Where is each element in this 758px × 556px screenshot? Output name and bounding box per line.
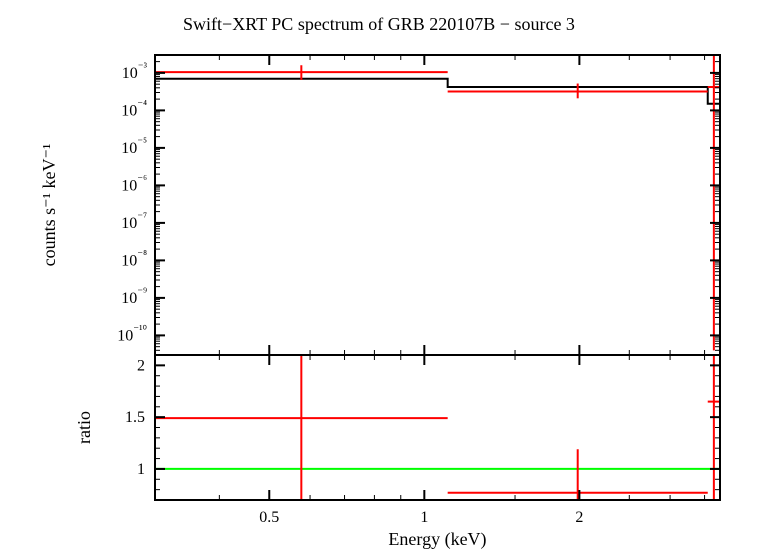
spectrum-chart: Swift−XRT PC spectrum of GRB 220107B − s… xyxy=(0,0,758,556)
ylabel-bottom: ratio xyxy=(74,411,94,444)
ylabel-top: counts s⁻¹ keV⁻¹ xyxy=(39,144,59,267)
chart-title: Swift−XRT PC spectrum of GRB 220107B − s… xyxy=(183,14,575,34)
ytick-bottom-label: 1 xyxy=(137,461,145,478)
xtick-label: 2 xyxy=(575,509,583,526)
ytick-bottom-label: 1.5 xyxy=(125,409,145,426)
xtick-label: 0.5 xyxy=(259,509,279,526)
ytick-bottom-label: 2 xyxy=(137,357,145,374)
xlabel: Energy (keV) xyxy=(388,529,486,550)
xtick-label: 1 xyxy=(420,509,428,526)
